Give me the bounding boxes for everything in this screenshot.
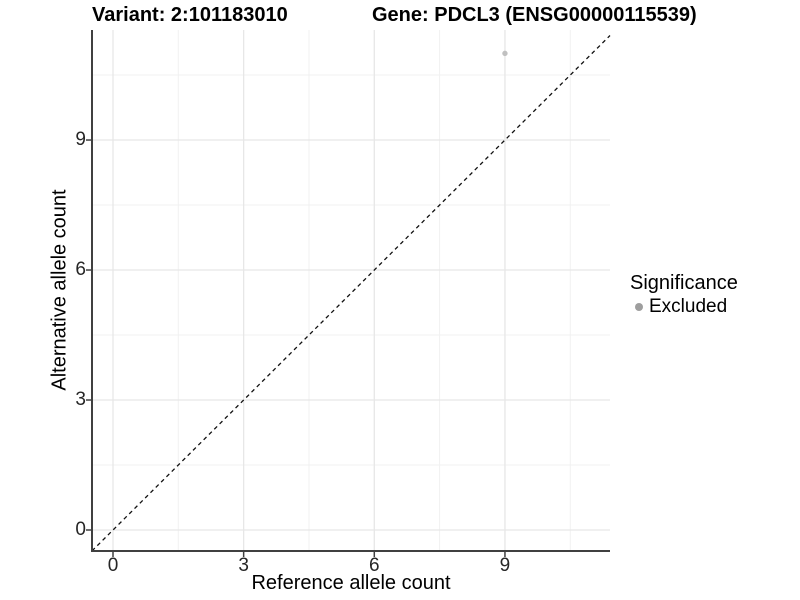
legend-title: Significance — [630, 272, 738, 294]
y-tick-label: 6 — [75, 259, 86, 281]
gene-title: Gene: PDCL3 (ENSG00000115539) — [372, 4, 697, 26]
y-tick-label: 0 — [75, 519, 86, 540]
variant-title: Variant: 2:101183010 — [92, 4, 288, 26]
data-point — [502, 50, 508, 57]
x-tick-label: 0 — [107, 555, 119, 576]
legend-item-excluded: Excluded — [630, 296, 738, 318]
x-axis-title: Reference allele count — [251, 572, 451, 594]
identity-line — [91, 35, 611, 552]
x-tick-label: 3 — [238, 555, 249, 576]
x-tick-label: 6 — [369, 555, 380, 576]
y-tick-label: 9 — [75, 129, 86, 151]
legend-point-icon — [635, 303, 643, 311]
y-tick-label: 3 — [75, 389, 86, 410]
legend-item-label: Excluded — [649, 296, 728, 317]
legend: Significance Excluded — [630, 272, 738, 318]
y-axis-title: Alternative allele count — [48, 189, 71, 391]
x-tick-label: 9 — [499, 555, 511, 576]
